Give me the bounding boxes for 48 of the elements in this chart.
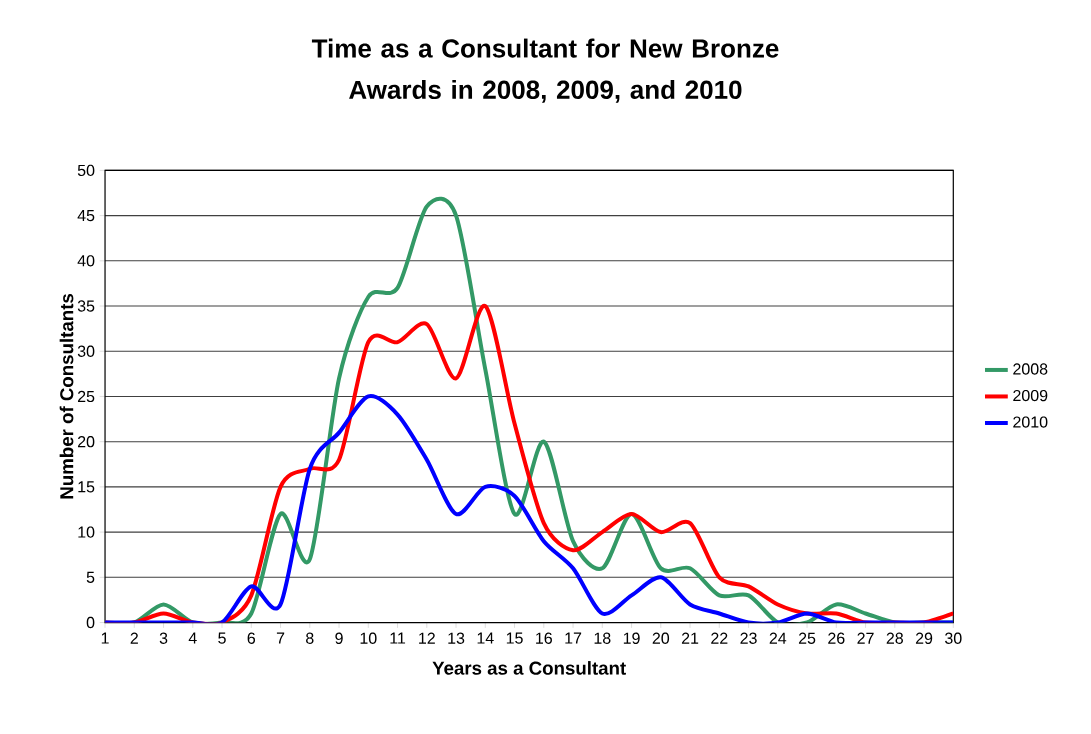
x-tick-label: 21 [681,632,699,644]
x-tick-label: 22 [711,632,728,644]
legend-label: 2009 [1013,390,1048,402]
x-tick-label: 16 [536,632,552,645]
x-tick-label: 30 [945,632,962,645]
x-tick-label: 9 [335,632,343,645]
y-tick-label: 20 [77,436,95,448]
y-axis-title: Number of Consultants [59,294,74,499]
x-tick-label: 24 [769,632,787,644]
x-tick-label: 12 [419,632,435,644]
x-tick-label: 3 [159,632,168,645]
x-tick-label: 13 [448,632,465,645]
y-tick-label: 5 [86,571,95,584]
x-tick-label: 10 [360,632,377,645]
x-tick-label: 7 [276,632,285,644]
x-tick-label: 14 [477,632,494,644]
chart-title: Time as a Consultant for New Bronze Awards in 2008, 2009, and 2010 [311,38,779,103]
x-tick-label: 18 [594,632,611,645]
x-tick-label: 1 [101,632,109,644]
x-tick-label: 23 [740,632,757,645]
x-tick-label: 8 [306,632,314,645]
y-tick-label: 40 [77,255,95,267]
y-tick-label: 45 [77,210,95,222]
x-axis-title: Years as a Consultant [432,661,626,675]
y-tick-label: 50 [77,164,95,177]
legend-label: 2008 [1013,363,1048,375]
line-series [105,394,954,623]
x-tick-label: 15 [506,632,523,644]
x-tick-label: 6 [247,632,256,645]
legend-label: 2010 [1013,416,1048,428]
x-tick-label: 25 [798,632,816,645]
x-tick-label: 26 [828,632,845,645]
y-tick-label: 25 [77,391,95,403]
y-tick-label: 35 [77,300,95,312]
x-tick-label: 2 [130,632,138,644]
x-tick-label: 20 [652,632,670,645]
x-tick-label: 4 [188,632,197,644]
x-tick-label: 29 [915,632,933,645]
x-tick-label: 19 [623,632,640,645]
x-tick-label: 27 [857,632,874,644]
x-tick-label: 11 [390,632,406,644]
x-tick-label: 17 [565,632,582,644]
x-tick-label: 28 [886,632,903,645]
y-tick-label: 30 [77,345,95,358]
y-tick-label: 10 [78,526,95,538]
y-tick-label: 15 [78,481,95,493]
x-tick-label: 5 [218,632,226,644]
y-tick-label: 0 [86,617,95,629]
